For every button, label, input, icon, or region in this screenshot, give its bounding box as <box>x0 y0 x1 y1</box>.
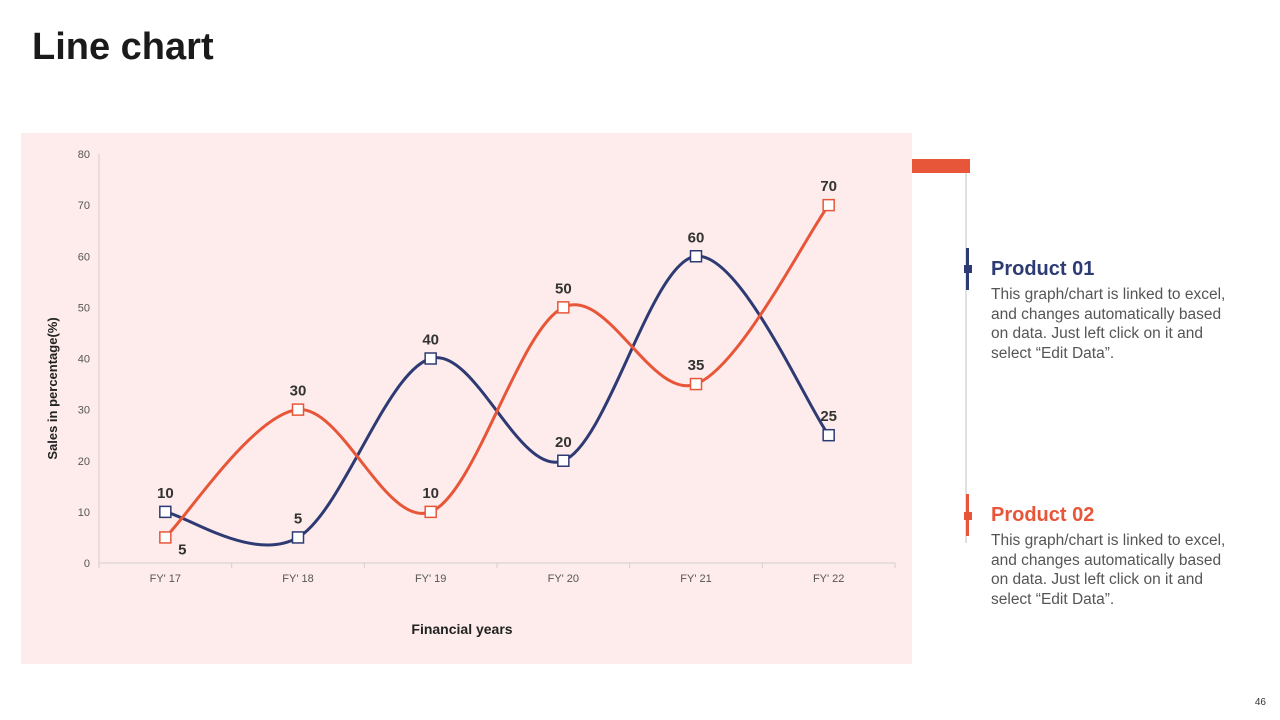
timeline-accent-bar <box>912 159 970 173</box>
x-tick-label: FY' 22 <box>813 573 844 585</box>
y-tick-label: 40 <box>78 354 90 366</box>
y-axis-title: Sales in percentage(%) <box>45 317 60 459</box>
data-label-product-02: 50 <box>555 280 572 297</box>
legend-title-product-02: Product 02 <box>991 504 1095 526</box>
series-line-product-02 <box>164 204 830 539</box>
data-label-product-02: 10 <box>422 485 439 502</box>
x-tick-label: FY' 21 <box>680 573 711 585</box>
data-label-product-01: 5 <box>294 510 302 527</box>
page-title: Line chart <box>32 26 214 68</box>
data-point-product-01 <box>424 352 437 365</box>
data-point-product-01 <box>159 505 172 519</box>
data-point-product-01 <box>822 428 835 442</box>
x-tick-label: FY' 18 <box>282 573 313 585</box>
y-tick-label: 10 <box>78 507 90 519</box>
y-tick-label: 70 <box>78 200 90 212</box>
line-chart[interactable]: 0 10 20 30 40 50 60 70 80 FY' 17 FY' 18 FY' 19 FY' 2… <box>21 133 912 664</box>
legend-title-product-01: Product 01 <box>991 258 1095 280</box>
x-tick-label: FY' 19 <box>415 573 446 585</box>
data-point-product-02 <box>822 198 835 212</box>
data-label-product-02: 30 <box>290 383 307 400</box>
x-tick-label: FY' 17 <box>150 573 181 585</box>
data-point-product-02 <box>159 531 172 544</box>
data-label-product-02: 70 <box>820 178 837 195</box>
chart-panel: 0 10 20 30 40 50 60 70 80 FY' 17 FY' 18 FY' 19 FY' 2… <box>21 133 912 664</box>
y-tick-label: 60 <box>78 251 90 263</box>
y-tick-label: 80 <box>78 149 90 161</box>
data-point-product-02 <box>689 377 703 391</box>
y-tick-label: 20 <box>78 456 90 468</box>
y-tick-label: 50 <box>78 302 90 314</box>
data-point-product-02 <box>424 505 437 519</box>
series-line-product-01 <box>164 254 830 547</box>
timeline-line <box>965 173 967 543</box>
legend-description-product-02: This graph/chart is linked to excel, and… <box>991 532 1226 608</box>
x-axis-title: Financial years <box>411 621 512 637</box>
legend-product-02: Product 02 This graph/chart is linked to… <box>991 504 1241 609</box>
y-tick-label: 0 <box>84 558 90 570</box>
data-label-product-02: 5 <box>178 541 186 558</box>
page-number: 46 <box>1254 697 1266 708</box>
data-label-product-01: 60 <box>688 229 705 246</box>
data-label-product-01: 20 <box>555 434 572 451</box>
legend-product-01: Product 01 This graph/chart is linked to… <box>991 258 1241 363</box>
data-label-product-01: 25 <box>820 408 837 425</box>
data-label-product-01: 40 <box>422 332 439 349</box>
x-tick-label: FY' 20 <box>548 573 579 585</box>
data-point-product-01 <box>291 531 305 544</box>
data-point-product-01 <box>689 250 703 263</box>
legend-marker-dot-product-01 <box>964 265 972 273</box>
data-point-product-01 <box>557 454 570 467</box>
y-tick-label: 30 <box>78 405 90 417</box>
data-point-product-02 <box>557 301 570 314</box>
data-label-product-02: 35 <box>688 357 705 374</box>
legend-marker-dot-product-02 <box>964 512 972 520</box>
data-point-product-02 <box>291 403 305 416</box>
legend-description-product-01: This graph/chart is linked to excel, and… <box>991 286 1226 362</box>
data-label-product-01: 10 <box>157 485 174 502</box>
